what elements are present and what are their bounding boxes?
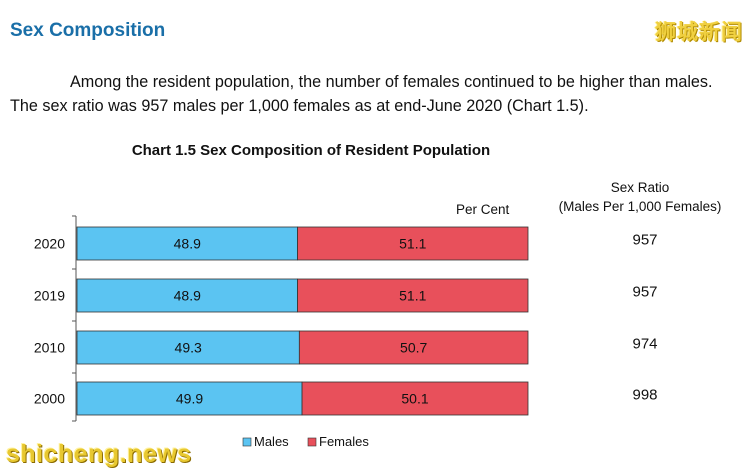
legend-label-females: Females xyxy=(319,434,369,449)
bar-males-2019 xyxy=(76,278,298,313)
chart-title-text: Chart 1.5 Sex Composition of Resident Po… xyxy=(131,142,491,159)
sex-ratio-header-line2: (Males Per 1,000 Females) xyxy=(558,199,722,214)
bar-females-2019 xyxy=(297,278,529,313)
data-label-females-2000: 50.1 xyxy=(401,391,428,407)
data-label-males-2020: 48.9 xyxy=(174,236,201,252)
sex-ratio-value: 998 xyxy=(632,387,657,404)
y-tick-label: 2000 xyxy=(34,391,65,407)
data-label-females-2020: 51.1 xyxy=(399,236,426,252)
sex-ratio-header: Sex Ratio (Males Per 1,000 Females) xyxy=(540,178,740,216)
bar-females-2010 xyxy=(298,330,529,365)
data-label-females-2010: 50.7 xyxy=(400,340,427,356)
bar-males-2000 xyxy=(76,381,303,416)
legend-swatch-females xyxy=(307,437,317,447)
y-tick-label: 2019 xyxy=(34,288,65,304)
data-label-females-2019: 51.1 xyxy=(399,288,426,304)
legend-label-males: Males xyxy=(254,434,289,449)
chart-title: Chart 1.5 Sex Composition of Resident Po… xyxy=(0,142,755,159)
data-label-males-2000: 49.9 xyxy=(176,391,203,407)
sex-ratio-value: 957 xyxy=(632,232,657,249)
bar-females-2000 xyxy=(301,381,529,416)
sex-ratio-value: 974 xyxy=(632,336,657,353)
intro-paragraph: Among the resident population, the numbe… xyxy=(10,73,713,115)
bar-males-2010 xyxy=(76,330,300,365)
sex-ratio-value: 957 xyxy=(632,284,657,301)
y-tick-label: 2010 xyxy=(34,340,65,356)
y-tick-label: 2020 xyxy=(34,236,65,252)
unit-label: Per Cent xyxy=(456,202,510,217)
section-title: Sex Composition xyxy=(10,20,166,41)
watermark-logo-bottom: shicheng.news xyxy=(6,440,192,468)
data-label-males-2019: 48.9 xyxy=(174,288,201,304)
bar-females-2020 xyxy=(297,226,529,261)
sex-ratio-header-line1: Sex Ratio xyxy=(610,180,670,195)
legend-swatch-males xyxy=(242,437,252,447)
data-label-males-2010: 49.3 xyxy=(175,340,202,356)
watermark-logo-top: 狮城新闻 xyxy=(655,21,743,44)
